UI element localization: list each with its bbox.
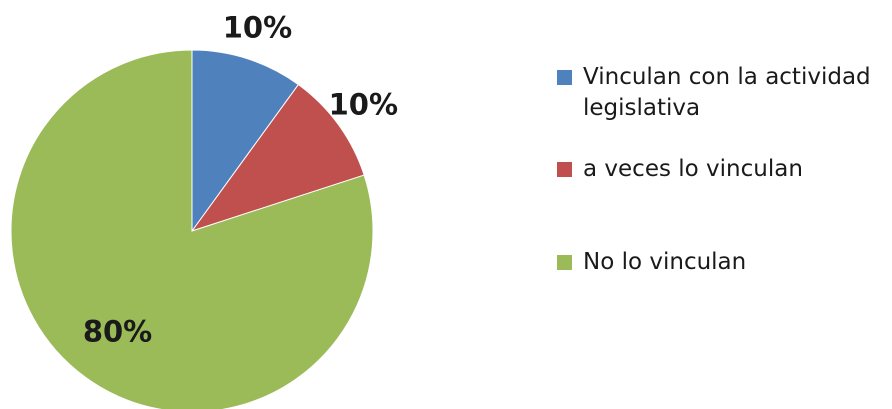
legend-label: a veces lo vinculan (583, 156, 803, 182)
legend-item: a veces lo vinculan (557, 154, 803, 185)
legend-item: Vinculan con la actividad legislativa (557, 62, 887, 124)
legend-item: No lo vinculan (557, 247, 746, 278)
pie-slice (190, 83, 365, 232)
pie-slice (191, 49, 300, 233)
legend-swatch (557, 255, 572, 270)
data-label: 80% (83, 315, 152, 349)
pie-area: 10% 10% 80% (10, 11, 398, 409)
legend-swatch (557, 162, 572, 177)
pie-slice (10, 49, 374, 409)
data-label: 10% (223, 11, 292, 45)
data-label: 10% (329, 88, 398, 122)
legend-label: No lo vinculan (583, 249, 747, 275)
legend-label: Vinculan con la actividad legislativa (583, 64, 871, 121)
legend-swatch (557, 70, 572, 85)
